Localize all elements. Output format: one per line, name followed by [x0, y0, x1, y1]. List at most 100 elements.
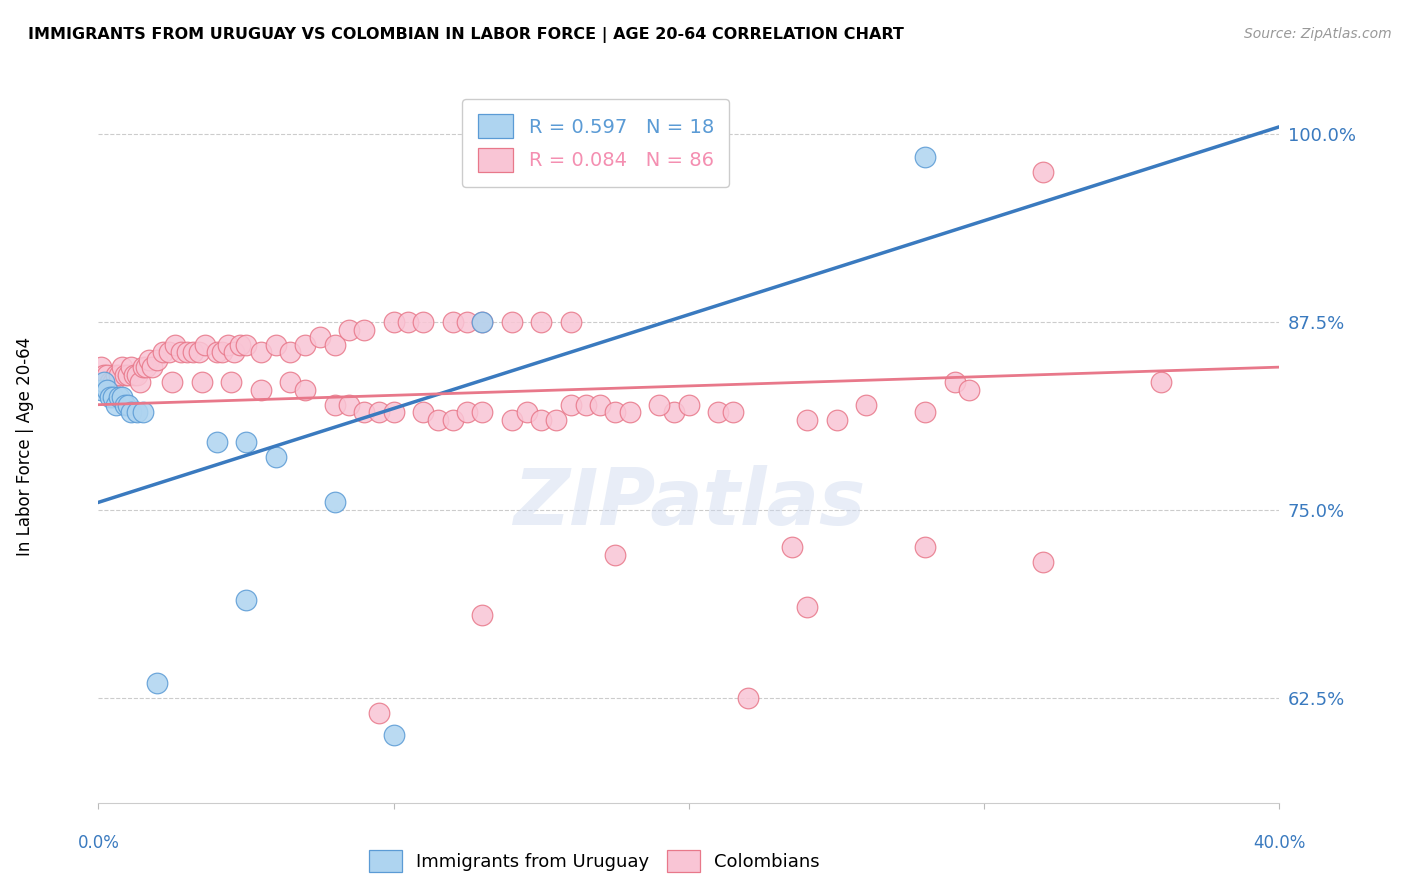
Point: [782, 541, 804, 555]
Point: [914, 150, 936, 164]
Point: [471, 315, 494, 329]
Point: [427, 413, 450, 427]
Point: [162, 375, 183, 389]
Point: [456, 315, 478, 329]
Point: [122, 368, 145, 382]
Point: [217, 337, 239, 351]
Point: [412, 315, 434, 329]
Point: [501, 315, 523, 329]
Point: [176, 345, 198, 359]
Point: [105, 398, 128, 412]
Point: [90, 383, 112, 397]
Point: [723, 405, 745, 419]
Point: [235, 593, 257, 607]
Point: [191, 375, 214, 389]
Point: [309, 330, 332, 344]
Point: [187, 345, 209, 359]
Point: [323, 495, 346, 509]
Point: [114, 368, 136, 382]
Point: [125, 368, 148, 382]
Point: [235, 435, 257, 450]
Point: [796, 413, 818, 427]
Point: [250, 345, 273, 359]
Point: [619, 405, 641, 419]
Point: [825, 413, 848, 427]
Point: [93, 375, 115, 389]
Point: [294, 337, 316, 351]
Point: [382, 405, 405, 419]
Point: [456, 405, 478, 419]
Point: [664, 405, 686, 419]
Point: [664, 150, 686, 164]
Point: [959, 383, 981, 397]
Point: [117, 398, 139, 412]
Point: [382, 728, 405, 742]
Point: [1150, 375, 1173, 389]
Point: [589, 398, 612, 412]
Point: [141, 360, 163, 375]
Point: [515, 405, 537, 419]
Point: [98, 390, 121, 404]
Point: [128, 375, 150, 389]
Point: [382, 315, 405, 329]
Point: [111, 360, 134, 375]
Text: Source: ZipAtlas.com: Source: ZipAtlas.com: [1244, 27, 1392, 41]
Point: [264, 337, 287, 351]
Point: [120, 360, 142, 375]
Text: 0.0%: 0.0%: [77, 834, 120, 852]
Point: [368, 405, 391, 419]
Point: [235, 337, 257, 351]
Point: [132, 360, 155, 375]
Point: [194, 337, 217, 351]
Point: [471, 607, 494, 622]
Point: [170, 345, 193, 359]
Point: [96, 383, 118, 397]
Point: [278, 375, 302, 389]
Point: [294, 383, 316, 397]
Text: In Labor Force | Age 20-64: In Labor Force | Age 20-64: [17, 336, 34, 556]
Point: [323, 337, 346, 351]
Point: [165, 337, 187, 351]
Point: [117, 368, 139, 382]
Point: [98, 375, 121, 389]
Point: [211, 345, 233, 359]
Point: [914, 541, 936, 555]
Point: [264, 450, 287, 465]
Point: [648, 398, 671, 412]
Point: [368, 706, 391, 720]
Point: [229, 337, 252, 351]
Point: [339, 398, 360, 412]
Point: [120, 405, 142, 419]
Point: [530, 413, 553, 427]
Point: [103, 375, 125, 389]
Point: [219, 375, 242, 389]
Point: [471, 315, 494, 329]
Point: [943, 375, 966, 389]
Point: [138, 352, 160, 367]
Point: [205, 435, 228, 450]
Point: [132, 405, 155, 419]
Point: [471, 405, 494, 419]
Point: [125, 405, 148, 419]
Text: 40.0%: 40.0%: [1253, 834, 1306, 852]
Point: [737, 690, 759, 705]
Text: IMMIGRANTS FROM URUGUAY VS COLOMBIAN IN LABOR FORCE | AGE 20-64 CORRELATION CHAR: IMMIGRANTS FROM URUGUAY VS COLOMBIAN IN …: [28, 27, 904, 43]
Point: [1032, 556, 1054, 570]
Point: [146, 675, 169, 690]
Point: [546, 413, 568, 427]
Point: [323, 398, 346, 412]
Point: [501, 413, 523, 427]
Point: [105, 368, 128, 382]
Point: [146, 352, 169, 367]
Point: [205, 345, 228, 359]
Point: [353, 405, 375, 419]
Text: ZIPatlas: ZIPatlas: [513, 465, 865, 541]
Point: [441, 315, 464, 329]
Point: [114, 398, 136, 412]
Point: [108, 368, 131, 382]
Point: [353, 322, 375, 336]
Point: [796, 600, 818, 615]
Point: [157, 345, 180, 359]
Point: [855, 398, 877, 412]
Point: [605, 548, 627, 562]
